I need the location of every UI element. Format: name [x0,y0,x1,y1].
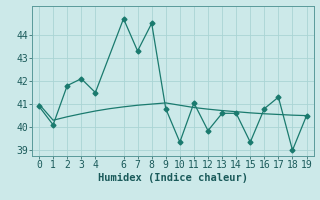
X-axis label: Humidex (Indice chaleur): Humidex (Indice chaleur) [98,173,248,183]
